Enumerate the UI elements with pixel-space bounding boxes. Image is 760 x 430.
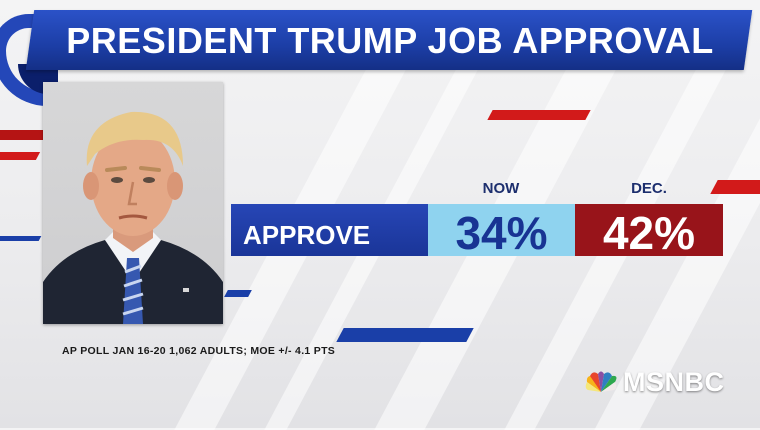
accent-stripe-blue <box>224 290 252 297</box>
approve-label: APPROVE <box>243 220 371 250</box>
page-title: PRESIDENT TRUMP JOB APPROVAL <box>66 20 714 61</box>
accent-stripe-blue <box>336 328 474 342</box>
poll-source: AP POLL JAN 16-20 1,062 ADULTS; MOE +/- … <box>62 345 336 357</box>
accent-stripe-red <box>487 110 591 120</box>
network-logo: MSNBC <box>584 366 725 398</box>
now-value-bar: 34% <box>428 204 575 259</box>
dec-value: 42% <box>602 207 696 259</box>
approve-label-bar: APPROVE <box>231 204 428 256</box>
peacock-icon <box>585 371 617 392</box>
column-header-dec: DEC. <box>631 180 667 197</box>
network-name: MSNBC <box>623 366 725 397</box>
now-value: 34% <box>455 207 548 259</box>
accent-stripe-blue <box>0 236 42 241</box>
column-header-now: NOW <box>482 180 520 197</box>
accent-stripe-red <box>0 152 41 160</box>
portrait-illustration <box>43 111 223 324</box>
title-banner: PRESIDENT TRUMP JOB APPROVAL <box>0 0 760 110</box>
dec-value-bar: 42% <box>575 204 723 259</box>
portrait-photo <box>43 82 223 324</box>
